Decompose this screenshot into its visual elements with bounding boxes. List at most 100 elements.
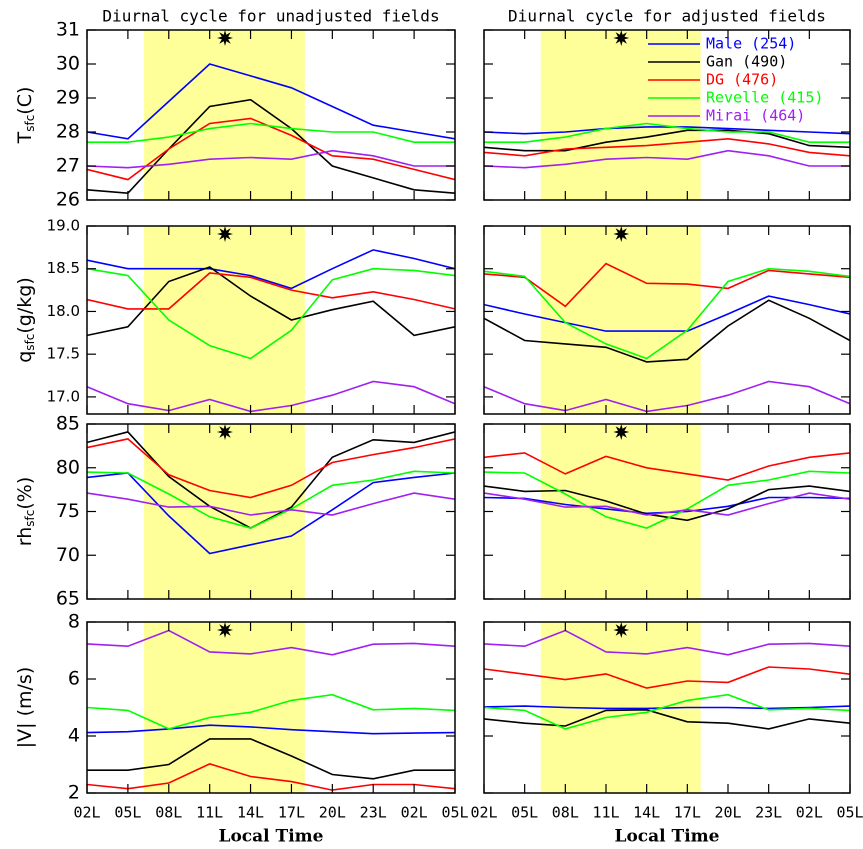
- series-line: [87, 122, 455, 143]
- series-line: [484, 262, 850, 308]
- series-line: [484, 137, 850, 157]
- legend-label: Mirai (464): [706, 107, 805, 125]
- x-axis-label: Local Time: [219, 827, 324, 847]
- y-axis-label-main: T: [14, 131, 36, 144]
- series-line: [87, 738, 455, 780]
- x-tick-label: 08L: [155, 804, 182, 822]
- y-tick-label: 17.0: [47, 387, 80, 405]
- x-tick-label: 11L: [592, 804, 619, 822]
- x-tick-label: 14L: [633, 804, 660, 822]
- series-line: [87, 149, 455, 169]
- series-line: [484, 149, 850, 169]
- y-axis-label-unit: (g/kg): [14, 277, 36, 333]
- legend-label: Gan (490): [706, 53, 787, 71]
- series-line: [484, 129, 850, 152]
- series-line: [484, 708, 850, 730]
- x-tick-label: 14L: [237, 804, 264, 822]
- series-line: [87, 117, 455, 181]
- x-tick-label: 05L: [836, 804, 863, 822]
- x-tick-label: 02L: [401, 804, 428, 822]
- series-line: [87, 272, 455, 310]
- series-line: [484, 470, 850, 529]
- series-line: [87, 431, 455, 530]
- x-tick-label: 17L: [278, 804, 305, 822]
- daytime-band: [144, 226, 305, 414]
- y-axis-label-sub: sfc: [23, 334, 37, 351]
- series-line: [484, 452, 850, 481]
- sun-icon: [613, 622, 630, 638]
- y-tick-label: 70: [56, 544, 80, 566]
- y-tick-label: 27: [56, 155, 80, 177]
- x-tick-label: 23L: [360, 804, 387, 822]
- series-line: [484, 693, 850, 730]
- series-line: [87, 266, 455, 337]
- daytime-band: [540, 226, 701, 414]
- series-line: [87, 724, 455, 735]
- series-line: [87, 693, 455, 730]
- y-tick-label: 29: [56, 87, 80, 109]
- x-axis-label: Local Time: [615, 827, 720, 847]
- panel-frame: [86, 225, 456, 415]
- y-tick-label: 80: [56, 456, 80, 478]
- sun-icon: [217, 622, 233, 638]
- series-line: [87, 472, 455, 555]
- sun-icon: [217, 30, 233, 46]
- series-line: [87, 438, 455, 499]
- series-line: [87, 380, 455, 413]
- y-axis-label-main: rh: [14, 527, 36, 547]
- x-tick-label: 23L: [755, 804, 782, 822]
- series-line: [87, 63, 455, 140]
- panel-frame: [86, 621, 456, 794]
- x-tick-label: 11L: [196, 804, 223, 822]
- daytime-band: [540, 30, 701, 200]
- y-axis-label-unit: (%): [14, 477, 36, 510]
- y-tick-label: 75: [56, 500, 80, 522]
- x-tick-label: 20L: [319, 804, 346, 822]
- x-tick-label: 20L: [714, 804, 741, 822]
- y-axis-label-main: q: [14, 351, 36, 363]
- legend-label: DG (476): [706, 71, 778, 89]
- sun-icon: [613, 226, 630, 242]
- x-tick-label: 05L: [511, 804, 538, 822]
- sun-icon: [217, 226, 233, 242]
- legend-label: Male (254): [706, 35, 796, 53]
- series-line: [87, 267, 455, 360]
- sun-icon: [613, 424, 630, 440]
- x-tick-label: 17L: [674, 804, 701, 822]
- y-tick-label: 8: [68, 611, 80, 633]
- panel-frame: [483, 29, 851, 201]
- y-axis-label-sub: sfc: [23, 510, 37, 527]
- series-line: [87, 249, 455, 290]
- y-axis-label-sub: sfc: [23, 115, 37, 132]
- series-line: [484, 267, 850, 360]
- x-tick-label: 02L: [796, 804, 823, 822]
- series-line: [484, 380, 850, 413]
- y-tick-label: 18.5: [47, 259, 80, 277]
- x-tick-label: 02L: [470, 804, 497, 822]
- y-tick-label: 65: [56, 588, 80, 610]
- y-tick-label: 2: [68, 782, 80, 804]
- panel-title: Diurnal cycle for adjusted fields: [508, 7, 826, 26]
- y-tick-label: 17.5: [47, 345, 80, 363]
- series-line: [484, 666, 850, 689]
- series-line: [484, 705, 850, 710]
- x-tick-label: 05L: [114, 804, 141, 822]
- series-line: [484, 126, 850, 135]
- series-line: [87, 470, 455, 529]
- sun-icon: [613, 30, 630, 46]
- y-tick-label: 4: [68, 725, 80, 747]
- y-tick-label: 18.0: [47, 302, 80, 320]
- y-axis-label: qsfc(g/kg): [14, 277, 37, 363]
- series-line: [87, 492, 455, 516]
- x-tick-label: 05L: [441, 804, 468, 822]
- y-tick-label: 6: [68, 668, 80, 690]
- sun-icon: [217, 424, 233, 440]
- series-line: [484, 492, 850, 516]
- series-line: [87, 98, 455, 195]
- y-tick-label: 85: [56, 413, 80, 435]
- series-line: [87, 763, 455, 791]
- series-line: [484, 295, 850, 332]
- x-tick-label: 08L: [552, 804, 579, 822]
- y-axis-label-unit: (C): [14, 87, 36, 115]
